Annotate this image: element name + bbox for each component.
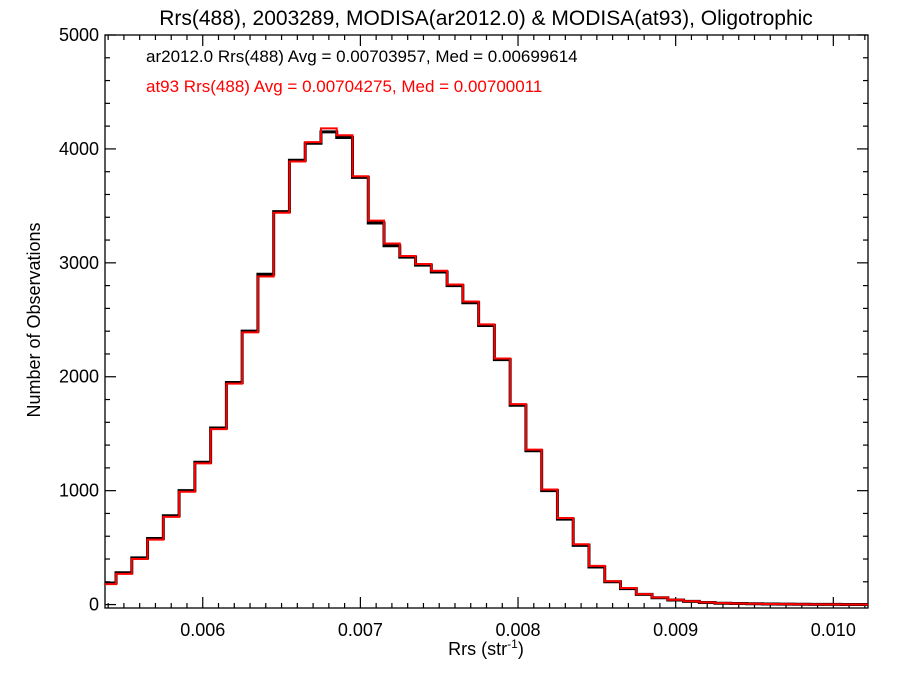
- x-tick-label: 0.009: [653, 620, 698, 640]
- y-tick-label: 2000: [59, 367, 99, 387]
- legend-entry-at93: at93 Rrs(488) Avg = 0.00704275, Med = 0.…: [146, 77, 542, 96]
- x-tick-label: 0.010: [811, 620, 856, 640]
- legend-entry-ar2012: ar2012.0 Rrs(488) Avg = 0.00703957, Med …: [146, 47, 578, 66]
- x-axis-ticks: 0.006 0.007 0.008 0.009 0.010: [107, 35, 866, 640]
- plot-frame: [104, 34, 869, 609]
- series-layer: [105, 127, 868, 606]
- series-line-ar2012-0: [105, 130, 868, 606]
- x-axis-label-sup: -1: [507, 637, 518, 651]
- y-tick-label: 5000: [59, 25, 99, 45]
- x-axis-label: Rrs (str-1): [448, 637, 524, 659]
- chart-title: Rrs(488), 2003289, MODISA(ar2012.0) & MO…: [159, 7, 813, 30]
- y-tick-label: 4000: [59, 139, 99, 159]
- x-tick-label: 0.007: [338, 620, 383, 640]
- series-line-at93: [105, 127, 868, 606]
- y-tick-label: 0: [89, 595, 99, 615]
- y-tick-label: 3000: [59, 253, 99, 273]
- x-tick-label: 0.008: [496, 620, 541, 640]
- x-axis-label-close: ): [518, 639, 524, 659]
- y-axis-ticks: 0 1000 2000 3000 4000 5000: [59, 25, 868, 615]
- y-tick-label: 1000: [59, 481, 99, 501]
- x-tick-label: 0.006: [180, 620, 225, 640]
- y-axis-label: Number of Observations: [24, 222, 44, 417]
- x-axis-label-main: Rrs (str: [448, 639, 507, 659]
